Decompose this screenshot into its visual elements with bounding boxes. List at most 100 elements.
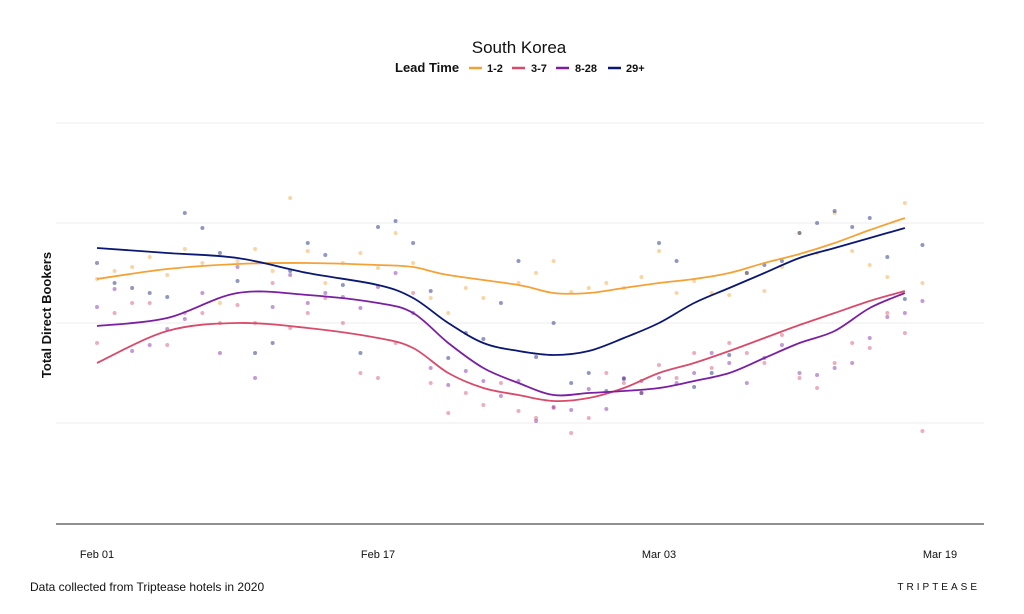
point-29plus-19 <box>428 289 433 293</box>
point-8-28-44 <box>867 336 872 340</box>
point-3-7-24 <box>516 409 521 413</box>
point-29plus-47 <box>920 243 925 247</box>
point-1-2-28 <box>604 281 609 285</box>
point-3-7-12 <box>305 311 310 315</box>
point-8-28-32 <box>657 376 661 380</box>
x-tick-label-1: Feb 17 <box>361 549 395 561</box>
point-29plus-14 <box>340 283 345 287</box>
point-8-28-12 <box>305 301 310 305</box>
point-29plus-10 <box>270 341 275 345</box>
point-8-28-7 <box>217 351 222 355</box>
point-3-7-8 <box>235 303 240 307</box>
point-1-2-27 <box>586 286 591 290</box>
point-29plus-46 <box>902 297 907 301</box>
point-29plus-33 <box>674 259 679 263</box>
point-3-7-44 <box>867 346 872 350</box>
point-3-7-20 <box>446 411 451 415</box>
point-29plus-1 <box>112 281 117 285</box>
point-1-2-44 <box>885 275 890 279</box>
legend-label-1-2: 1-2 <box>487 63 503 75</box>
point-3-7-27 <box>569 431 574 435</box>
point-1-2-7 <box>217 301 222 305</box>
point-29plus-13 <box>323 253 328 257</box>
point-3-7-29 <box>604 371 609 375</box>
point-8-28-19 <box>428 366 433 370</box>
point-3-7-43 <box>850 341 855 345</box>
point-1-2-12 <box>305 249 310 253</box>
point-29plus-18 <box>411 241 416 245</box>
point-1-2-22 <box>481 296 486 300</box>
point-3-7-21 <box>463 391 468 395</box>
legend-item-3-7: 3-7 <box>512 63 547 75</box>
point-29plus-43 <box>850 225 855 229</box>
point-29plus-12 <box>305 241 310 245</box>
point-1-2-17 <box>393 231 398 235</box>
point-29plus-8 <box>235 279 240 283</box>
legend-item-1-2: 1-2 <box>469 63 503 75</box>
point-29plus-32 <box>657 241 661 245</box>
point-1-2-25 <box>551 259 556 263</box>
point-8-28-41 <box>815 373 820 377</box>
point-3-7-25 <box>534 416 539 420</box>
point-8-28-20 <box>446 383 451 387</box>
point-3-7-31 <box>639 391 644 395</box>
legend-label-8-28: 8-28 <box>575 63 597 75</box>
series-line-8-28 <box>96 290 906 397</box>
point-1-2-42 <box>850 249 855 253</box>
point-8-28-21 <box>463 369 468 373</box>
point-8-28-28 <box>586 387 591 391</box>
point-3-7-4 <box>165 343 170 347</box>
point-8-28-34 <box>692 371 697 375</box>
point-29plus-41 <box>815 221 820 225</box>
point-8-28-42 <box>832 366 837 370</box>
point-8-28-40 <box>797 371 802 375</box>
point-3-7-3 <box>147 301 152 305</box>
point-29plus-34 <box>692 385 697 389</box>
point-29plus-22 <box>481 337 486 341</box>
point-8-28-39 <box>779 343 784 347</box>
brand-logo: TRIPTEASE <box>897 582 980 593</box>
point-1-2-24 <box>534 271 539 275</box>
point-8-28-46 <box>902 311 907 315</box>
series-line-3-7 <box>96 290 906 403</box>
point-29plus-28 <box>586 371 591 375</box>
point-1-2-30 <box>639 275 644 279</box>
point-29plus-44 <box>867 216 872 220</box>
point-29plus-5 <box>182 211 187 215</box>
point-3-7-42 <box>832 361 837 365</box>
point-3-7-16 <box>376 376 380 380</box>
point-8-28-35 <box>709 351 714 355</box>
legend-item-29plus: 29+ <box>608 63 645 75</box>
point-3-7-35 <box>709 366 714 370</box>
point-3-7-14 <box>340 321 345 325</box>
point-3-7-41 <box>815 386 820 390</box>
point-1-2-20 <box>446 311 451 315</box>
point-29plus-24 <box>516 259 521 263</box>
point-1-2-15 <box>358 251 363 255</box>
point-3-7-10 <box>270 281 275 285</box>
point-3-7-18 <box>411 291 416 295</box>
point-29plus-17 <box>393 219 398 223</box>
point-1-2-5 <box>182 247 187 251</box>
data-points <box>95 196 925 435</box>
point-1-2-4 <box>165 273 170 277</box>
point-29plus-4 <box>165 295 170 299</box>
point-29plus-30 <box>621 377 626 381</box>
legend-title: Lead Time <box>395 60 459 75</box>
point-1-2-3 <box>147 255 152 259</box>
point-29plus-9 <box>253 351 258 355</box>
legend: Lead Time 1-2 3-7 8-28 29+ <box>395 60 645 75</box>
point-3-7-2 <box>130 301 135 305</box>
point-8-28-15 <box>358 306 363 310</box>
point-8-28-45 <box>885 315 890 319</box>
legend-item-8-28: 8-28 <box>556 63 597 75</box>
point-8-28-36 <box>727 361 732 365</box>
point-8-28-25 <box>534 419 539 423</box>
point-1-2-39 <box>797 231 802 235</box>
point-1-2-13 <box>323 281 328 285</box>
point-1-2-41 <box>832 211 837 215</box>
point-8-28-2 <box>130 349 135 353</box>
x-tick-label-0: Feb 01 <box>80 549 114 561</box>
point-3-7-47 <box>920 429 925 433</box>
point-8-28-10 <box>270 305 275 309</box>
